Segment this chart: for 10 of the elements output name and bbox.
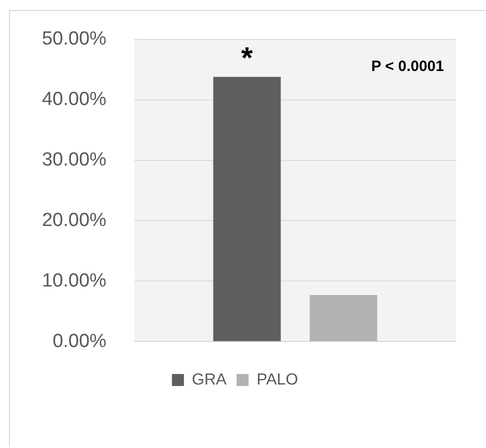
y-tick-label: 0.00% xyxy=(52,330,107,352)
y-tick-label: 40.00% xyxy=(42,89,107,110)
annotation: * xyxy=(241,42,254,76)
legend-label: GRA xyxy=(192,371,227,388)
y-tick-label: 10.00% xyxy=(42,270,107,292)
y-tick-label: 50.00% xyxy=(42,28,107,50)
annotation: P < 0.0001 xyxy=(371,58,444,76)
legend-label: PALO xyxy=(256,371,298,388)
y-tick-label: 20.00% xyxy=(42,210,107,231)
y-tick-label: 30.00% xyxy=(42,150,107,171)
